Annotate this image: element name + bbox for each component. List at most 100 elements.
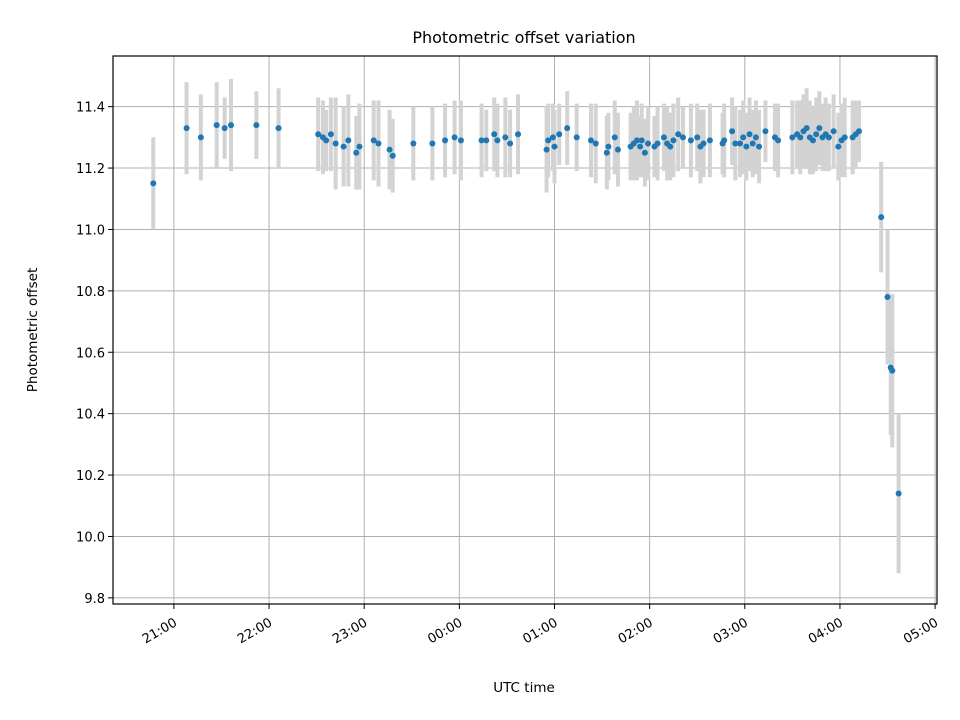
- data-point: [375, 140, 382, 147]
- data-point: [633, 137, 640, 144]
- data-point: [732, 140, 739, 147]
- data-point: [835, 143, 842, 150]
- y-tick-label: 10.6: [76, 346, 105, 361]
- data-point: [551, 143, 558, 150]
- data-point: [429, 140, 436, 147]
- data-point: [183, 125, 190, 132]
- data-point: [637, 143, 644, 150]
- data-point: [507, 140, 514, 147]
- x-tick-label: 05:00: [901, 615, 941, 647]
- data-point: [227, 122, 234, 129]
- data-point: [605, 143, 612, 150]
- data-point: [895, 490, 902, 497]
- data-point: [150, 180, 157, 187]
- data-point: [756, 143, 763, 150]
- y-tick-label: 9.8: [84, 592, 105, 607]
- error-bars: [151, 79, 901, 574]
- data-point: [645, 140, 652, 147]
- data-point: [457, 137, 464, 144]
- data-point: [332, 140, 339, 147]
- data-point: [700, 140, 707, 147]
- data-point: [687, 137, 694, 144]
- data-point: [878, 214, 885, 221]
- data-point: [353, 149, 360, 156]
- data-point: [386, 146, 393, 153]
- data-point: [737, 140, 744, 147]
- y-tick-label: 11.2: [76, 162, 105, 177]
- data-point: [275, 125, 282, 132]
- plot-frame: [112, 55, 938, 605]
- y-tick-label: 10.4: [76, 408, 105, 423]
- data-point: [638, 137, 645, 144]
- data-point: [410, 140, 417, 147]
- data-point: [573, 134, 580, 141]
- data-point: [884, 293, 891, 300]
- data-point: [370, 137, 377, 144]
- data-point: [641, 149, 648, 156]
- chart-title: Photometric offset variation: [412, 28, 635, 47]
- x-axis-ticks: 21:00 22:00 23:00 00:00 01:00 02:00 03:00 04:00…: [140, 604, 941, 647]
- y-axis-ticks: 9.8 10.0 10.2 10.4 10.6 10.8 11.0 11.2 11.4: [76, 101, 113, 607]
- data-point: [502, 134, 509, 141]
- x-tick-label: 23:00: [330, 615, 370, 647]
- data-point: [327, 131, 334, 138]
- data-point: [340, 143, 347, 150]
- data-point: [670, 137, 677, 144]
- data-point: [675, 131, 682, 138]
- data-point: [356, 143, 363, 150]
- data-point: [213, 122, 220, 129]
- data-point: [816, 125, 823, 132]
- y-tick-label: 10.0: [76, 530, 105, 545]
- data-point: [855, 128, 862, 135]
- data-point: [667, 143, 674, 150]
- x-tick-label: 04:00: [806, 615, 846, 647]
- data-point: [221, 125, 228, 132]
- data-point: [253, 122, 260, 129]
- x-tick-label: 03:00: [711, 615, 751, 647]
- data-point: [345, 137, 352, 144]
- x-axis-label: UTC time: [493, 680, 555, 696]
- data-point: [679, 134, 686, 141]
- data-point: [614, 146, 621, 153]
- y-tick-label: 10.8: [76, 285, 105, 300]
- data-point: [746, 131, 753, 138]
- x-tick-label: 00:00: [425, 615, 465, 647]
- data-point: [442, 137, 449, 144]
- data-point: [515, 131, 522, 138]
- data-point: [825, 134, 832, 141]
- data-point: [797, 134, 804, 141]
- data-point: [315, 131, 322, 138]
- data-point: [660, 134, 667, 141]
- data-point: [841, 134, 848, 141]
- data-point: [491, 131, 498, 138]
- data-point: [654, 140, 661, 147]
- data-point: [721, 137, 728, 144]
- data-point: [451, 134, 458, 141]
- data-point: [803, 125, 810, 132]
- data-point: [762, 128, 769, 135]
- data-point: [706, 137, 713, 144]
- data-point: [494, 137, 501, 144]
- data-point: [740, 134, 747, 141]
- data-point: [775, 137, 782, 144]
- data-point: [603, 149, 610, 156]
- data-point: [323, 137, 330, 144]
- data-point: [813, 131, 820, 138]
- data-point: [543, 146, 550, 153]
- data-point: [197, 134, 204, 141]
- y-tick-label: 11.4: [76, 101, 105, 116]
- data-point: [545, 137, 552, 144]
- data-point: [729, 128, 736, 135]
- y-axis-label: Photometric offset: [25, 268, 41, 392]
- data-point: [789, 134, 796, 141]
- data-point: [743, 143, 750, 150]
- data-point: [749, 140, 756, 147]
- y-tick-label: 11.0: [76, 223, 105, 238]
- data-point: [889, 367, 896, 374]
- data-point: [611, 134, 618, 141]
- data-point: [592, 140, 599, 147]
- data-point: [483, 137, 490, 144]
- data-point: [564, 125, 571, 132]
- data-point: [587, 137, 594, 144]
